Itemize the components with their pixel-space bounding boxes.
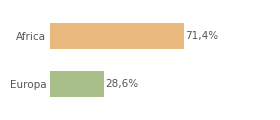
Bar xyxy=(50,71,104,97)
Text: 28,6%: 28,6% xyxy=(106,79,139,89)
Bar xyxy=(50,23,184,49)
Text: 71,4%: 71,4% xyxy=(186,31,219,41)
